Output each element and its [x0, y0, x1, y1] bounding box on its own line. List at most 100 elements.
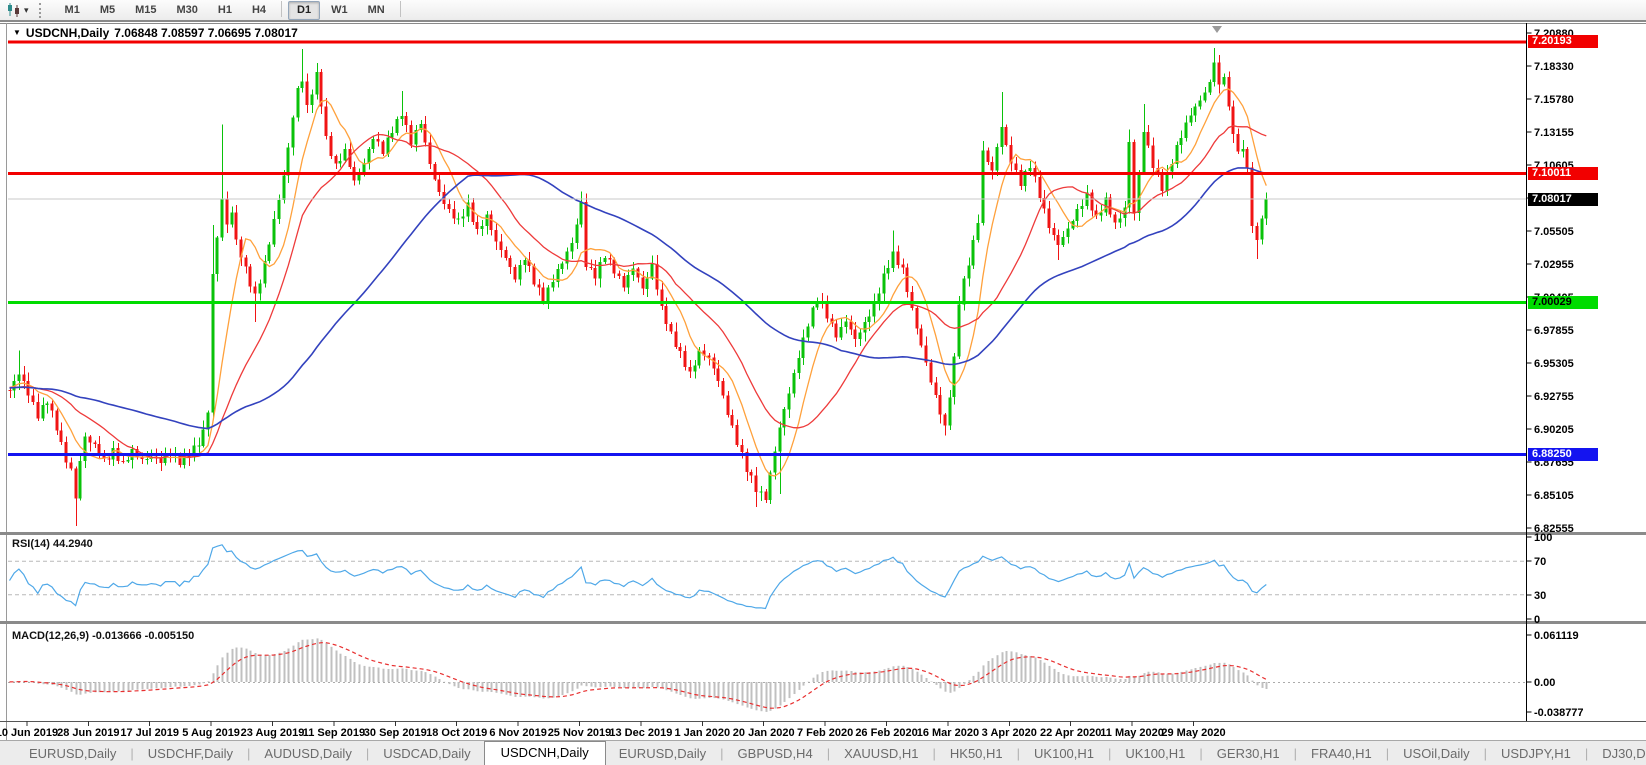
chart-tab-usdcnh-daily[interactable]: USDCNH,Daily — [483, 741, 606, 765]
date-tick-label: 6 Nov 2019 — [489, 727, 546, 739]
grid-lines — [8, 560, 1526, 683]
svg-text:70: 70 — [1534, 556, 1546, 568]
toolbar-separator — [399, 0, 401, 17]
triangle-down-icon[interactable]: ▼ — [13, 27, 21, 37]
svg-text:7.05505: 7.05505 — [1534, 226, 1574, 238]
tab-separator: | — [130, 746, 134, 761]
date-tick-label: 22 Apr 2020 — [1040, 727, 1101, 739]
tab-separator: | — [932, 746, 936, 761]
date-tick-label: 23 Aug 2019 — [241, 727, 305, 739]
timeframe-button-d1[interactable]: D1 — [288, 0, 321, 20]
chart-tab-xauusd-h1[interactable]: XAUUSD,H1 — [844, 746, 919, 761]
axes[interactable]: 7.208807.183307.157807.131557.106057.080… — [0, 23, 1646, 742]
date-tick-label: 3 Apr 2020 — [982, 727, 1037, 739]
price-label-7.08017: 7.08017 — [1528, 193, 1598, 206]
chart-tab-fra40-h1[interactable]: FRA40,H1 — [1311, 746, 1372, 761]
candlestick-chart-icon[interactable] — [5, 2, 23, 18]
svg-text:6.95305: 6.95305 — [1534, 358, 1574, 370]
svg-text:0.00: 0.00 — [1534, 677, 1555, 689]
tab-separator: | — [247, 746, 251, 761]
tab-separator: | — [1385, 746, 1390, 761]
chart-tab-usdchf-daily[interactable]: USDCHF,Daily — [147, 746, 234, 761]
price-label-7.00029: 7.00029 — [1528, 296, 1598, 309]
svg-text:0.061119: 0.061119 — [1534, 630, 1579, 642]
chart-tab-bar: EURUSD,Daily | USDCHF,Daily | AUDUSD,Daily | U… — [0, 740, 1646, 765]
date-tick-label: 10 Jun 2019 — [0, 727, 58, 739]
toolbar-separator — [281, 0, 283, 17]
timeframe-button-h4[interactable]: H4 — [251, 3, 267, 16]
timeframe-button-m30[interactable]: M30 — [176, 3, 198, 16]
svg-text:6.85105: 6.85105 — [1534, 490, 1574, 502]
tab-separator: | — [1108, 746, 1112, 761]
macd-indicator-label: MACD(12,26,9) -0.013666 -0.005150 — [12, 630, 195, 642]
tab-separator: | — [1016, 746, 1021, 761]
timeframe-buttons: M1 M5 M15 M30 H1 H4 D1 W1 MN — [55, 0, 406, 20]
date-tick-label: 18 Oct 2019 — [426, 727, 487, 739]
candles — [8, 48, 1268, 527]
tab-separator: | — [720, 746, 724, 761]
chart-tab-uk100-h1[interactable]: UK100,H1 — [1125, 746, 1186, 761]
timeframe-toolbar: ▾ M1 M5 M15 M30 H1 H4 D1 W1 MN — [0, 0, 1646, 22]
tab-separator: | — [1293, 746, 1298, 761]
chart-title: ▼ USDCNH,Daily 7.06848 7.08597 7.06695 7… — [13, 26, 298, 40]
chart-canvas[interactable]: 7.208807.183307.157807.131557.106057.080… — [0, 0, 1646, 742]
chart-tab-hk50-h1[interactable]: HK50,H1 — [949, 746, 1003, 761]
date-tick-label: 28 Jun 2019 — [57, 727, 119, 739]
chart-shift-marker[interactable] — [1212, 26, 1222, 33]
chart-tab-uk100-h1[interactable]: UK100,H1 — [1034, 746, 1095, 761]
chevron-down-icon[interactable]: ▾ — [24, 4, 29, 15]
chart-tabs: EURUSD,Daily | USDCHF,Daily | AUDUSD,Daily | U… — [0, 741, 1646, 765]
svg-text:6.97855: 6.97855 — [1534, 325, 1574, 337]
date-tick-label: 11 May 2020 — [1100, 727, 1164, 739]
tab-separator: | — [826, 746, 831, 761]
chart-tab-audusd-daily[interactable]: AUDUSD,Daily — [264, 746, 352, 761]
chart-tab-eurusd-daily[interactable]: EURUSD,Daily — [29, 746, 117, 761]
svg-text:7.18330: 7.18330 — [1534, 61, 1574, 73]
chart-ohlc-readout: 7.06848 7.08597 7.06695 7.08017 — [114, 26, 298, 40]
chart-tab-usdjpy-h1[interactable]: USDJPY,H1 — [1501, 746, 1571, 761]
horizontal-price-lines[interactable] — [8, 40, 1526, 456]
timeframe-button-m15[interactable]: M15 — [135, 3, 157, 16]
svg-text:-0.038777: -0.038777 — [1534, 707, 1584, 719]
svg-text:6.90205: 6.90205 — [1534, 424, 1574, 436]
chart-tab-usdcad-daily[interactable]: USDCAD,Daily — [383, 746, 471, 761]
date-tick-label: 30 Sep 2019 — [364, 727, 427, 739]
date-tick-label: 16 Mar 2020 — [917, 727, 979, 739]
date-tick-label: 17 Jul 2019 — [120, 727, 179, 739]
svg-text:0: 0 — [1534, 614, 1540, 626]
tab-separator: | — [1199, 746, 1203, 761]
candlestick-chart-icon-svg — [8, 3, 19, 17]
chart-symbol-period: USDCNH,Daily — [25, 26, 110, 40]
date-tick-label: 13 Dec 2019 — [609, 727, 672, 739]
moving-average-lines — [9, 88, 1267, 477]
svg-text:7.13155: 7.13155 — [1534, 127, 1574, 139]
chart-tab-gbpusd-h4[interactable]: GBPUSD,H4 — [737, 746, 813, 761]
chart-tab-usoil-daily[interactable]: USOil,Daily — [1403, 746, 1470, 761]
date-tick-label: 5 Aug 2019 — [182, 727, 240, 739]
svg-text:100: 100 — [1534, 532, 1552, 544]
chart-tab-eurusd-daily[interactable]: EURUSD,Daily — [618, 746, 707, 761]
date-tick-label: 20 Jan 2020 — [733, 727, 795, 739]
svg-text:6.82555: 6.82555 — [1534, 523, 1574, 535]
tab-separator: | — [1483, 746, 1487, 761]
svg-text:6.92755: 6.92755 — [1534, 391, 1574, 403]
chart-tab-dj30-daily[interactable]: DJ30,Daily — [1602, 746, 1646, 761]
date-tick-label: 11 Sep 2019 — [303, 727, 365, 739]
timeframe-button-m5[interactable]: M5 — [99, 3, 116, 16]
timeframe-button-h1[interactable]: H1 — [217, 3, 232, 16]
timeframe-button-mn[interactable]: MN — [367, 3, 385, 16]
tab-separator: | — [365, 746, 370, 761]
toolbar-grip[interactable] — [38, 2, 46, 18]
svg-text:7.15780: 7.15780 — [1534, 94, 1574, 106]
date-tick-label: 1 Jan 2020 — [674, 727, 730, 739]
price-label-7.20193: 7.20193 — [1528, 35, 1598, 48]
timeframe-button-w1[interactable]: W1 — [331, 3, 348, 16]
tab-separator: | — [1584, 746, 1589, 761]
price-label-7.10011: 7.10011 — [1528, 167, 1598, 180]
chart-tab-ger30-h1[interactable]: GER30,H1 — [1216, 746, 1280, 761]
date-tick-label: 29 May 2020 — [1161, 727, 1225, 739]
rsi-indicator-label: RSI(14) 44.2940 — [12, 538, 93, 550]
timeframe-button-m1[interactable]: M1 — [64, 3, 80, 16]
indicator-plots — [8, 544, 1268, 712]
